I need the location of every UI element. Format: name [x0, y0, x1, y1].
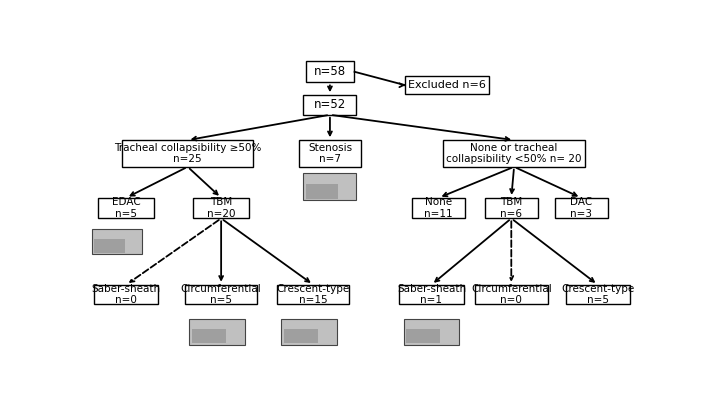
Text: Crescent-type
n=15: Crescent-type n=15 [276, 284, 350, 305]
FancyBboxPatch shape [306, 184, 338, 199]
FancyBboxPatch shape [443, 140, 585, 167]
FancyBboxPatch shape [554, 198, 608, 218]
FancyBboxPatch shape [193, 198, 249, 218]
FancyBboxPatch shape [99, 198, 154, 218]
Text: Excluded n=6: Excluded n=6 [408, 80, 486, 90]
Text: Circumferential
n=5: Circumferential n=5 [181, 284, 261, 305]
Text: n=58: n=58 [314, 65, 346, 78]
FancyBboxPatch shape [282, 319, 337, 345]
Text: Tracheal collapsibility ≥50%
n=25: Tracheal collapsibility ≥50% n=25 [114, 143, 261, 164]
FancyBboxPatch shape [192, 329, 225, 343]
Text: EDAC
n=5: EDAC n=5 [112, 197, 140, 219]
FancyBboxPatch shape [405, 76, 489, 94]
FancyBboxPatch shape [413, 198, 465, 218]
FancyBboxPatch shape [300, 140, 361, 167]
Text: None
n=11: None n=11 [424, 197, 453, 219]
FancyBboxPatch shape [475, 285, 547, 305]
FancyBboxPatch shape [306, 61, 354, 82]
FancyBboxPatch shape [406, 329, 440, 343]
FancyBboxPatch shape [566, 285, 630, 305]
FancyBboxPatch shape [91, 229, 142, 255]
FancyBboxPatch shape [189, 319, 245, 345]
FancyBboxPatch shape [94, 285, 158, 305]
Text: n=52: n=52 [314, 98, 346, 112]
Text: Saber-sheath
n=1: Saber-sheath n=1 [397, 284, 466, 305]
FancyBboxPatch shape [284, 329, 318, 343]
Text: TBM
n=6: TBM n=6 [500, 197, 523, 219]
Text: Crescent-type
n=5: Crescent-type n=5 [561, 284, 634, 305]
Text: Saber-sheath
n=0: Saber-sheath n=0 [91, 284, 161, 305]
FancyBboxPatch shape [303, 173, 356, 201]
FancyBboxPatch shape [94, 239, 125, 253]
FancyBboxPatch shape [277, 285, 349, 305]
Text: Circumferential
n=0: Circumferential n=0 [471, 284, 552, 305]
FancyBboxPatch shape [185, 285, 258, 305]
FancyBboxPatch shape [485, 198, 538, 218]
Text: None or tracheal
collapsibility <50% n= 20: None or tracheal collapsibility <50% n= … [446, 143, 582, 164]
Text: TBM
n=20: TBM n=20 [207, 197, 235, 219]
FancyBboxPatch shape [122, 140, 253, 167]
FancyBboxPatch shape [400, 285, 464, 305]
Text: DAC
n=3: DAC n=3 [570, 197, 592, 219]
FancyBboxPatch shape [303, 95, 356, 115]
FancyBboxPatch shape [404, 319, 459, 345]
Text: Stenosis
n=7: Stenosis n=7 [308, 143, 352, 164]
